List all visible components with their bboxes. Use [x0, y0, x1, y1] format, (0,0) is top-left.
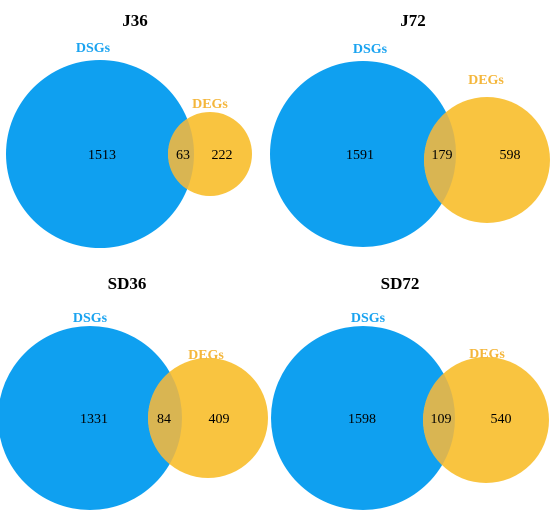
panel-title: SD72 — [381, 274, 420, 293]
venn-panel-sd72: SD72 DSGs DEGs 1598 109 540 — [271, 274, 549, 510]
overlap-count: 179 — [432, 148, 453, 163]
degs-label: DEGs — [188, 348, 224, 363]
degs-label: DEGs — [192, 97, 228, 112]
panel-title: SD36 — [108, 274, 147, 293]
degs-circle — [148, 358, 268, 478]
dsgs-circle — [271, 326, 455, 510]
degs-label: DEGs — [468, 73, 504, 88]
dsgs-only-count: 1591 — [346, 148, 374, 163]
dsgs-label: DSGs — [76, 41, 111, 56]
overlap-count: 109 — [431, 412, 452, 427]
dsgs-label: DSGs — [351, 311, 386, 326]
overlap-count: 63 — [176, 148, 190, 163]
degs-only-count: 222 — [212, 148, 233, 163]
dsgs-label: DSGs — [353, 42, 388, 57]
degs-only-count: 409 — [209, 412, 230, 427]
overlap-count: 84 — [157, 412, 171, 427]
degs-label: DEGs — [469, 347, 505, 362]
dsgs-only-count: 1331 — [80, 412, 108, 427]
dsgs-circle — [270, 61, 456, 247]
degs-circle — [424, 97, 550, 223]
venn-panel-sd36: SD36 DSGs DEGs 1331 84 409 — [0, 274, 268, 510]
dsgs-only-count: 1598 — [348, 412, 376, 427]
overlap-region — [168, 112, 194, 196]
venn-panel-j36: J36 DSGs DEGs 1513 63 222 — [6, 11, 252, 248]
dsgs-circle — [6, 60, 194, 248]
degs-circle — [423, 357, 549, 483]
dsgs-only-count: 1513 — [88, 148, 116, 163]
panel-title: J72 — [400, 11, 426, 30]
venn-panel-j72: J72 DSGs DEGs 1591 179 598 — [270, 11, 550, 247]
dsgs-label: DSGs — [73, 311, 108, 326]
degs-only-count: 540 — [491, 412, 512, 427]
degs-only-count: 598 — [500, 148, 521, 163]
panel-title: J36 — [122, 11, 148, 30]
dsgs-circle — [0, 326, 182, 510]
